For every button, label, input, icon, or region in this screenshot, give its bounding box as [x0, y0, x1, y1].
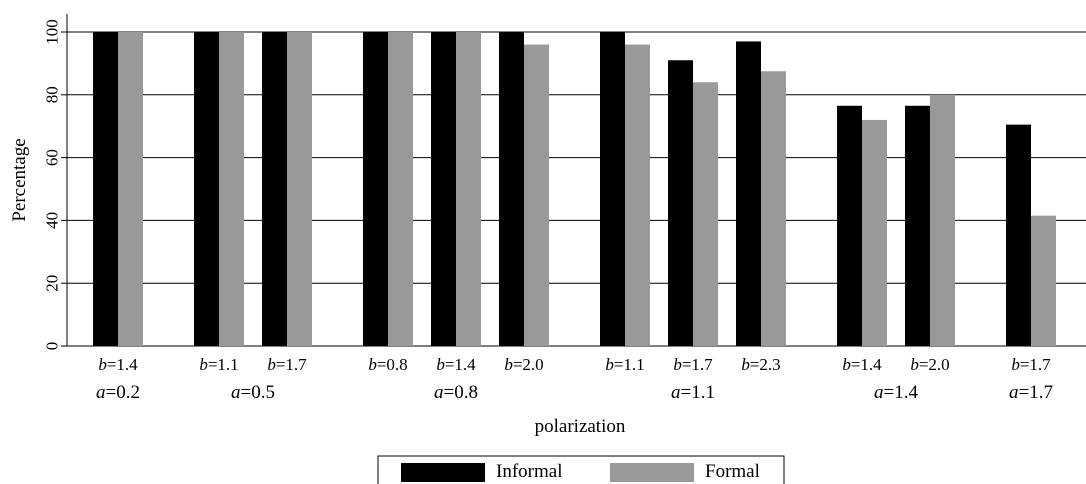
category-label-value: =2.3 [750, 355, 781, 374]
bar-formal [693, 82, 718, 347]
bar-informal [431, 32, 456, 346]
bar-formal [524, 44, 549, 347]
bar-formal [287, 32, 312, 346]
legend-label-informal: Informal [496, 461, 562, 482]
y-tick-label: 40 [43, 212, 62, 229]
category-label-var: b [842, 355, 851, 374]
legend-swatch-formal [610, 463, 694, 482]
group-label: a=0.5 [231, 382, 275, 403]
category-label-var: b [436, 355, 445, 374]
group-label: a=0.8 [434, 382, 478, 403]
bars [93, 32, 1056, 347]
category-label-value: =1.4 [851, 355, 882, 374]
legend-frame [377, 455, 785, 484]
category-label-value: =1.7 [682, 355, 713, 374]
bar-formal [388, 32, 413, 346]
bar-informal [1006, 124, 1031, 346]
bar-informal [194, 32, 219, 346]
category-label: b=1.4 [98, 355, 138, 374]
category-label: b=1.7 [267, 355, 307, 374]
bar-formal [118, 32, 143, 346]
category-label: b=2.0 [504, 355, 543, 374]
bar-informal [668, 60, 693, 346]
category-label-value: =1.7 [1020, 355, 1051, 374]
bar-formal [862, 119, 887, 346]
category-label-value: =0.8 [377, 355, 408, 374]
group-label-var: a [671, 382, 681, 403]
bar-formal [761, 71, 786, 346]
bar-formal [625, 44, 650, 347]
group-label-value: =1.4 [884, 382, 919, 403]
category-label-var: b [98, 355, 107, 374]
group-label: a=1.7 [1009, 382, 1053, 403]
bar-formal [930, 94, 955, 346]
bar-informal [736, 41, 761, 347]
category-label-var: b [504, 355, 513, 374]
category-label-value: =1.4 [445, 355, 476, 374]
category-label: b=1.7 [673, 355, 713, 374]
category-label: b=1.1 [605, 355, 644, 374]
group-label-var: a [434, 382, 444, 403]
group-label: a=1.4 [874, 382, 918, 403]
group-label-value: =0.5 [241, 382, 275, 403]
legend: Informal Formal [377, 455, 785, 484]
category-label: b=2.3 [741, 355, 780, 374]
category-label: b=2.0 [910, 355, 949, 374]
group-label-var: a [96, 382, 106, 403]
category-label-var: b [673, 355, 682, 374]
category-label: b=1.7 [1011, 355, 1051, 374]
y-tick-label: 20 [43, 275, 62, 292]
group-label: a=1.1 [671, 382, 715, 403]
category-label-var: b [605, 355, 614, 374]
y-axis: 0 20 40 60 80 100 [43, 14, 68, 351]
bar-formal [1031, 215, 1056, 346]
y-tick-label: 80 [43, 86, 62, 103]
y-axis-title: Percentage [9, 138, 30, 221]
category-label-var: b [1011, 355, 1020, 374]
category-label-var: b [910, 355, 919, 374]
category-label-var: b [741, 355, 750, 374]
bar-informal [262, 32, 287, 346]
group-label-value: =1.1 [681, 382, 715, 403]
bar-informal [499, 32, 524, 346]
group-label-var: a [874, 382, 884, 403]
bar-informal [363, 32, 388, 346]
group-label-value: =0.2 [106, 382, 140, 403]
category-label: b=1.4 [842, 355, 882, 374]
category-label-value: =1.4 [107, 355, 138, 374]
group-label-var: a [1009, 382, 1019, 403]
category-label-var: b [368, 355, 377, 374]
bar-formal [456, 32, 481, 346]
group-label: a=0.2 [96, 382, 140, 403]
bar-informal [93, 32, 118, 346]
group-label-value: =1.7 [1019, 382, 1053, 403]
category-label-value: =1.1 [208, 355, 239, 374]
y-tick-label: 0 [43, 342, 62, 351]
group-label-var: a [231, 382, 241, 403]
x-axis-title: polarization [535, 416, 626, 437]
bar-informal [600, 32, 625, 346]
bar-formal [219, 32, 244, 346]
group-label-value: =0.8 [444, 382, 478, 403]
category-label-var: b [267, 355, 276, 374]
legend-label-formal: Formal [705, 461, 760, 482]
category-label-value: =1.1 [614, 355, 645, 374]
category-label: b=1.1 [199, 355, 238, 374]
y-tick-label: 60 [43, 149, 62, 166]
category-label-value: =1.7 [276, 355, 307, 374]
category-label-var: b [199, 355, 208, 374]
bar-informal [905, 105, 930, 346]
category-label: b=0.8 [368, 355, 407, 374]
category-label-value: =2.0 [513, 355, 544, 374]
x-axis-labels: b=1.4a=0.2b=1.1 b=1.7a=0.5b=0.8 b=1.4 b=2.0… [96, 355, 1053, 403]
bar-informal [837, 105, 862, 346]
category-label-value: =2.0 [919, 355, 950, 374]
legend-swatch-informal [401, 463, 485, 482]
y-tick-label: 100 [43, 19, 62, 45]
category-label: b=1.4 [436, 355, 476, 374]
